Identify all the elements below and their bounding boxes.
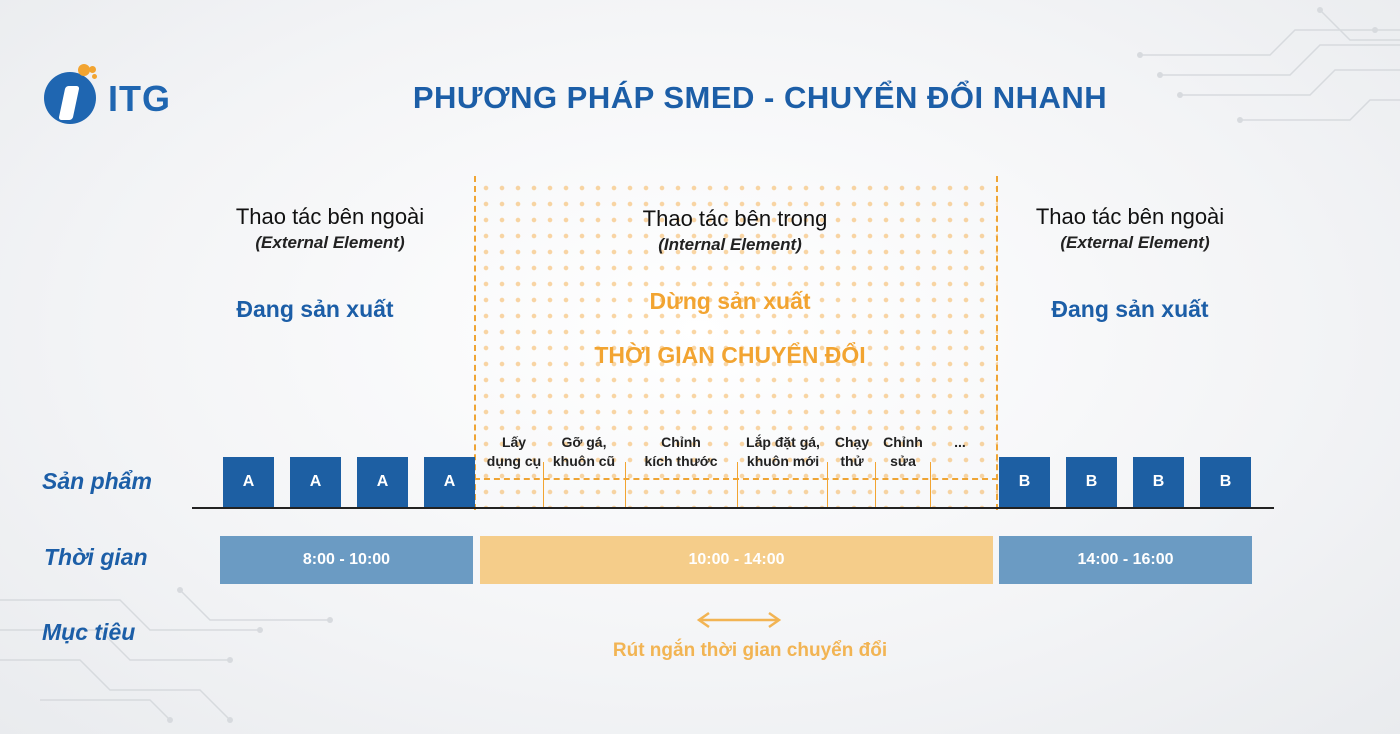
step-label-line1: Chỉnh [661,434,701,450]
right-column-subheading: (External Element) [1060,233,1210,252]
changeover-step: Chỉnh kích thước [626,433,736,471]
step-divider [827,462,828,508]
changeover-step: Lắp đặt gá, khuôn mới [738,433,828,471]
product-box-a: A [223,457,274,507]
changeover-step: Gỡ gá, khuôn cũ [546,433,622,471]
goal-text: Rút ngắn thời gian chuyển đổi [612,640,888,661]
step-label-line1: Gỡ gá, [561,434,607,450]
logo-dot-icon [78,64,90,76]
circuit-decoration-bottom-left [0,587,333,723]
changeover-step-line [474,478,998,480]
step-label-line1: Lắp đặt gá, [746,434,820,450]
step-label-line1: Chạy [834,434,870,450]
logo-dot-icon [92,74,97,79]
product-box-b: B [999,457,1050,507]
logo-dot-icon [89,66,96,73]
product-box-b: B [1066,457,1117,507]
left-column-subheading: (External Element) [255,233,405,252]
step-label-line1: Chỉnh [883,434,923,450]
changeover-step: Lấy dụng cụ [476,433,552,471]
logo-text: ITG [108,78,171,119]
changeover-time-banner: THỜI GIAN CHUYỂN ĐỔI [594,342,866,368]
step-divider [625,462,626,508]
product-box-a: A [424,457,475,507]
changeover-step: Chỉnh sửa [876,433,930,471]
changeover-left-border [474,176,476,510]
step-label-line2: khuôn cũ [552,453,616,469]
row-label-product: Sản phẩm [42,468,152,494]
step-divider [875,462,876,508]
step-label-line2: ... [954,434,966,450]
itg-logo: ITG [44,64,184,126]
left-column-heading: Thao tác bên ngoài [235,204,425,229]
step-label-line1: Lấy [501,434,527,450]
row-label-goal: Mục tiêu [42,619,136,645]
changeover-right-border [996,176,998,510]
circuit-decoration-top-right [1137,7,1400,123]
timeline-baseline [192,507,1274,509]
logo-circle-icon [44,72,96,124]
step-label-line2: kích thước [644,453,718,469]
changeover-step: ... [932,433,988,452]
step-label-line2: thử [840,453,864,469]
middle-column-subheading: (Internal Element) [658,235,802,254]
double-arrow-icon [696,611,782,629]
middle-column-heading: Thao tác bên trong [642,206,828,231]
time-bar-after: 14:00 - 16:00 [999,536,1252,584]
step-label-line2: dụng cụ [486,453,542,469]
page-title: PHƯƠNG PHÁP SMED - CHUYỂN ĐỔI NHANH [412,80,1108,115]
row-label-time: Thời gian [44,544,148,570]
step-divider [543,462,544,508]
time-bar-changeover: 10:00 - 14:00 [480,536,993,584]
changeover-region [474,176,998,508]
product-box-a: A [290,457,341,507]
product-box-b: B [1133,457,1184,507]
product-box-b: B [1200,457,1251,507]
changeover-step: Chạy thử [828,433,876,471]
left-production-state: Đang sản xuất [236,296,394,322]
logo-i-mark [58,86,80,120]
time-bar-before: 8:00 - 10:00 [220,536,473,584]
middle-production-state: Dừng sản xuất [649,288,811,314]
step-label-line2: khuôn mới [746,453,820,469]
right-column-heading: Thao tác bên ngoài [1035,204,1225,229]
step-label-line2: sửa [890,453,916,469]
product-box-a: A [357,457,408,507]
right-production-state: Đang sản xuất [1051,296,1209,322]
step-divider [737,462,738,508]
step-divider [930,462,931,508]
